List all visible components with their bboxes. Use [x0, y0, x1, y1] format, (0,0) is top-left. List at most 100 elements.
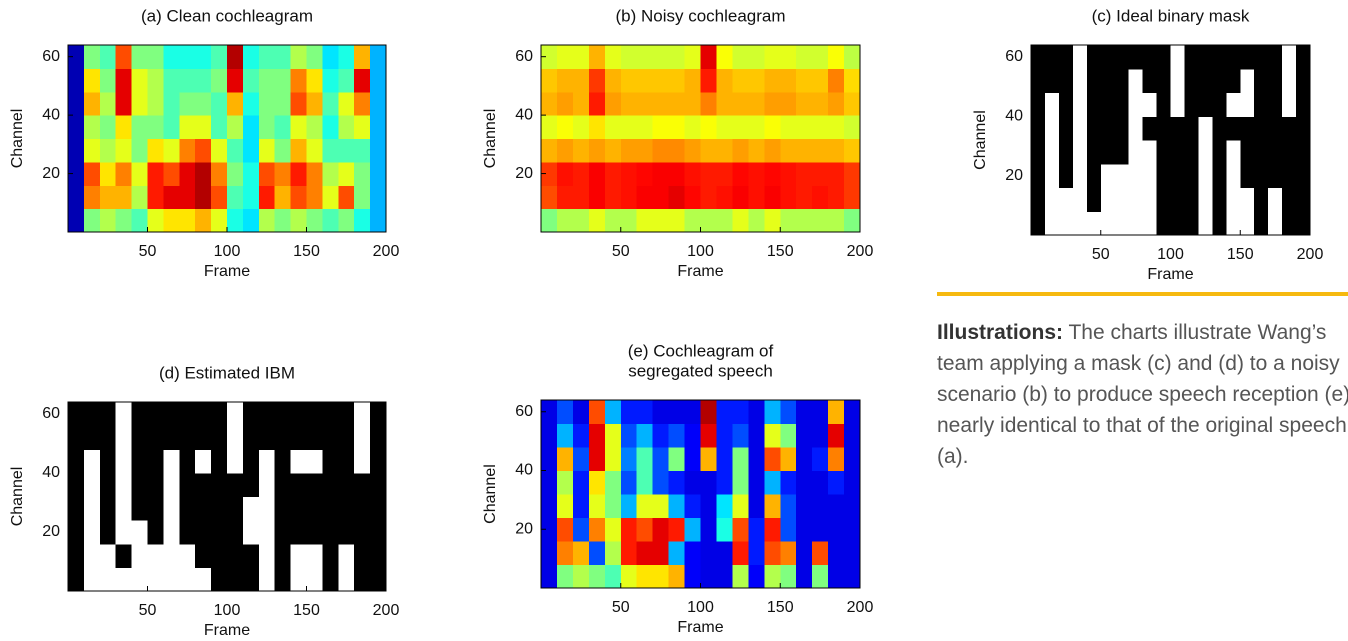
heatmap-cell [211, 45, 228, 69]
heatmap-cell [306, 472, 323, 497]
heatmap-cell [684, 494, 701, 518]
heatmap-cell [668, 68, 686, 93]
heatmap-cell [131, 543, 148, 568]
heatmap-cell [227, 567, 244, 592]
heatmap-cell [370, 449, 387, 474]
heatmap-cell [572, 138, 590, 163]
heatmap-cell [572, 68, 590, 93]
heatmap-cell [812, 45, 829, 69]
heatmap-cell [1086, 211, 1102, 236]
heatmap-cell [1268, 140, 1283, 165]
heatmap-cell [290, 402, 307, 427]
heatmap-cell [1031, 140, 1046, 165]
heatmap-cell [732, 68, 749, 93]
heatmap-cell [163, 185, 180, 210]
heatmap-cell [604, 400, 622, 424]
heatmap-cell [732, 541, 749, 565]
heatmap-cell [227, 543, 244, 568]
heatmap-cell [1100, 140, 1116, 165]
heatmap-cell [541, 161, 558, 186]
heatmap-cell [1142, 68, 1158, 93]
heatmap-cell [99, 402, 117, 427]
heatmap-cell [370, 115, 387, 139]
heatmap-cell [812, 208, 829, 233]
heatmap-cell [1282, 68, 1297, 93]
heatmap-cell [668, 208, 686, 233]
heatmap-cell [99, 185, 117, 210]
heatmap-cell [195, 208, 212, 233]
heatmap-cell [115, 45, 133, 69]
y-tick-label: 20 [515, 165, 533, 182]
heatmap-cell [274, 45, 292, 69]
heatmap-cell [812, 470, 829, 495]
heatmap-cell [1156, 211, 1171, 236]
heatmap-cell [306, 567, 323, 592]
heatmap-cell [147, 91, 164, 116]
heatmap-cell [732, 447, 749, 471]
heatmap-cell [1058, 163, 1074, 188]
heatmap-cell [227, 520, 244, 545]
heatmap-cell [338, 402, 355, 427]
heatmap-cell [179, 425, 196, 450]
heatmap-cell [163, 402, 180, 427]
heatmap-cell [716, 517, 733, 542]
heatmap-cell [780, 541, 797, 565]
heatmap-cell [68, 68, 85, 93]
heatmap-cell [604, 564, 622, 589]
heatmap-cell [68, 449, 85, 474]
heatmap-cell [370, 543, 387, 568]
heatmap-cell [290, 161, 307, 186]
heatmap-cell [1044, 140, 1060, 165]
heatmap-cell [1226, 211, 1241, 236]
heatmap-cell [1114, 45, 1130, 70]
heatmap-cell [274, 91, 292, 116]
heatmap-cell [1031, 211, 1046, 236]
heatmap-cell [322, 208, 339, 233]
heatmap-cell [700, 423, 717, 448]
heatmap-cell [163, 138, 180, 163]
x-tick-label: 100 [214, 602, 241, 619]
heatmap-cell [242, 449, 260, 474]
heatmap-cell [716, 423, 733, 448]
heatmap-cell [572, 45, 590, 69]
heatmap-cell [1058, 45, 1074, 70]
heatmap-cell [748, 494, 765, 518]
heatmap-cell [322, 472, 339, 497]
heatmap-cell [556, 185, 574, 210]
x-tick-label: 150 [1227, 246, 1254, 263]
heatmap-cell [179, 496, 196, 521]
heatmap-cell [242, 425, 260, 450]
heatmap-cell [780, 208, 797, 233]
heatmap-cell [1100, 163, 1116, 188]
heatmap-cell [556, 470, 574, 495]
heatmap-cell [1142, 140, 1158, 165]
heatmap-cell [604, 161, 622, 186]
heatmap-cell [652, 68, 670, 93]
heatmap-cell [588, 564, 606, 589]
heatmap-cell [1128, 163, 1144, 188]
heatmap-cell [274, 425, 292, 450]
heatmap-cell [556, 541, 574, 565]
heatmap-cell [258, 402, 276, 427]
heatmap-cell [764, 423, 781, 448]
heatmap-cell [1240, 68, 1255, 93]
x-tick-label: 50 [139, 243, 157, 260]
heatmap-cell [306, 68, 323, 93]
heatmap-cell [1240, 163, 1255, 188]
heatmap-cell [572, 423, 590, 448]
heatmap-cell [274, 68, 292, 93]
heatmap-cell [748, 517, 765, 542]
heatmap-cell [370, 45, 387, 69]
heatmap-cell [812, 138, 829, 163]
heatmap-cell [354, 543, 371, 568]
heatmap-cell [636, 423, 654, 448]
heatmap-cell [716, 494, 733, 518]
heatmap-cell [131, 91, 148, 116]
heatmap-cell [131, 161, 148, 186]
heatmap-cell [572, 208, 590, 233]
heatmap-cell [780, 185, 797, 210]
heatmap-cell [290, 425, 307, 450]
heatmap-cell [796, 517, 813, 542]
heatmap-cell [748, 541, 765, 565]
heatmap-cell [604, 68, 622, 93]
